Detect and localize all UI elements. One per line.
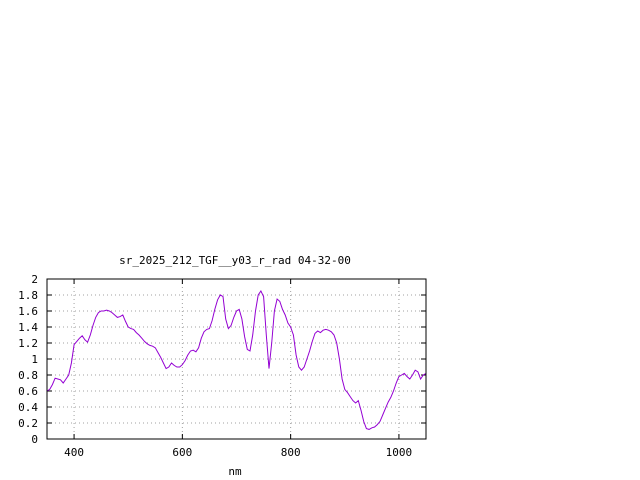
x-axis-ticks: 400 600 800 1000 — [64, 279, 412, 459]
y-tick-label: 2 — [31, 273, 38, 286]
x-tick-label: 1000 — [386, 446, 413, 459]
y-tick-label: 0.2 — [18, 417, 38, 430]
series-line-0 — [46, 289, 427, 430]
x-tick-label: 600 — [172, 446, 192, 459]
y-tick-label: 1.8 — [18, 289, 38, 302]
y-tick-label: 1.2 — [18, 337, 38, 350]
y-tick-label: 0.8 — [18, 369, 38, 382]
y-tick-label: 1.4 — [18, 321, 38, 334]
y-tick-label: 1 — [31, 353, 38, 366]
grid-lines — [47, 279, 426, 439]
plot-frame — [46, 278, 427, 440]
y-tick-label: 0.6 — [18, 385, 38, 398]
x-axis-label: nm — [228, 465, 242, 478]
x-tick-label: 800 — [281, 446, 301, 459]
y-axis-ticks: 0 0.2 0.4 0.6 0.8 1 1.2 1.4 1.6 1.8 2 — [18, 273, 426, 446]
y-tick-label: 0.4 — [18, 401, 38, 414]
x-tick-label: 400 — [64, 446, 84, 459]
y-tick-label: 1.6 — [18, 305, 38, 318]
series-layer — [46, 289, 427, 430]
chart-title: sr_2025_212_TGF__y03_r_rad 04-32-00 — [119, 254, 351, 267]
y-tick-label: 0 — [31, 433, 38, 446]
